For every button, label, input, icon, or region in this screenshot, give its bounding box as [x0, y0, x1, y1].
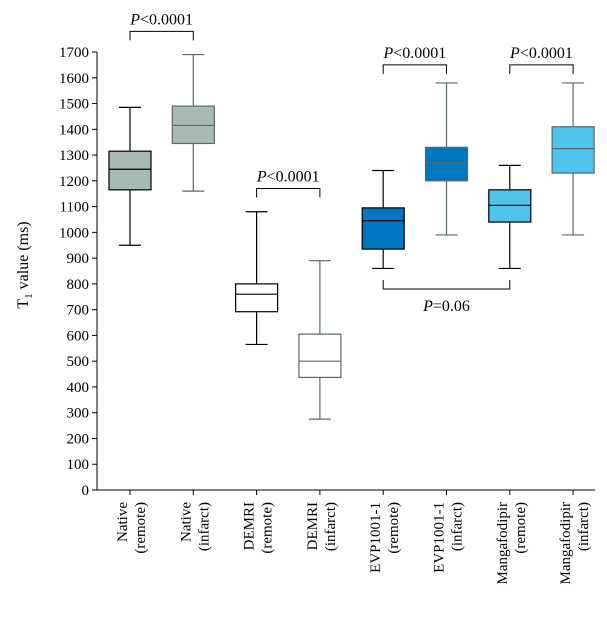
iqr-box: [551, 126, 595, 174]
x-category-label: EVP1001-1 (infarct): [432, 502, 466, 573]
iqr-box: [108, 150, 152, 191]
x-label-line2: (remote): [513, 502, 529, 554]
iqr-box: [424, 146, 469, 182]
p-value-label: P<0.0001: [382, 45, 446, 62]
significance-bracket: P<0.0001: [256, 169, 321, 198]
y-axis-title: T1 value (ms): [15, 221, 35, 308]
bracket-line: [382, 64, 447, 74]
boxes: [108, 53, 595, 420]
x-label-line2: (infarct): [450, 502, 466, 551]
x-category-label: Native (remote): [115, 502, 149, 554]
bracket-line: [382, 280, 511, 290]
axes: [96, 52, 596, 491]
box-6: [424, 82, 469, 236]
y-tick-label: 700: [67, 303, 90, 319]
x-label-line1: Native: [178, 502, 194, 542]
y-tick-label: 900: [67, 251, 90, 267]
x-label-line2: (remote): [386, 502, 402, 554]
p-value-label: P<0.0001: [129, 11, 193, 28]
significance-bracket: P<0.0001: [509, 45, 574, 74]
y-tick-label: 100: [67, 457, 90, 473]
y-tick-label: 300: [67, 406, 90, 422]
p-value-label: P<0.0001: [509, 45, 573, 62]
significance-annotations: P<0.0001 P<0.0001 P<0.0001 P<0.0001 P=0.06: [129, 11, 574, 315]
iqr-box: [488, 189, 532, 223]
box-7: [488, 164, 532, 270]
y-tick-label: 1500: [59, 97, 89, 113]
x-category-label: DEMRI (infarct): [305, 502, 339, 551]
y-tick-label: 0: [82, 483, 90, 499]
x-label-line1: Mangafodipir: [558, 502, 574, 584]
iqr-box: [298, 333, 342, 379]
iqr-box: [361, 207, 405, 250]
y-axis-ticks: 0 100 200 300 400 500 600 700 800 900 1000 1100 1200…: [59, 45, 97, 499]
y-tick-label: 600: [67, 328, 90, 344]
x-label-line1: EVP1001-1: [368, 502, 384, 573]
iqr-box: [171, 105, 215, 145]
y-tick-label: 200: [67, 431, 90, 447]
x-category-label: Native (infarct): [178, 502, 212, 551]
y-tick-label: 1600: [59, 71, 89, 87]
y-tick-label: 1400: [59, 122, 89, 138]
significance-bracket: P<0.0001: [129, 11, 194, 41]
y-tick-label: 1100: [60, 200, 89, 216]
x-label-line1: EVP1001-1: [432, 502, 448, 573]
x-label-line2: (infarct): [323, 502, 339, 551]
x-label-line1: DEMRI: [305, 502, 321, 550]
y-tick-label: 1200: [59, 174, 89, 190]
x-category-label: Mangafodipir (infarct): [558, 502, 592, 584]
x-category-label: DEMRI (remote): [242, 502, 276, 554]
box-3: [235, 211, 279, 346]
x-label-line2: (remote): [260, 502, 276, 554]
bracket-line: [129, 30, 194, 41]
p-value-label: P<0.0001: [256, 169, 320, 186]
x-label-line2: (infarct): [196, 502, 212, 551]
y-tick-label: 500: [67, 354, 90, 370]
y-tick-label: 1000: [59, 225, 89, 241]
box-1: [108, 106, 152, 246]
x-label-line2: (infarct): [576, 502, 592, 551]
x-label-line1: Native: [115, 502, 131, 542]
x-label-line1: Mangafodipir: [495, 502, 511, 584]
y-tick-label: 1300: [59, 148, 89, 164]
bracket-line: [256, 188, 321, 198]
significance-bracket: P<0.0001: [382, 45, 447, 74]
box-2: [171, 53, 215, 192]
x-category-label: EVP1001-1 (remote): [368, 502, 402, 573]
box-4: [298, 260, 342, 420]
y-tick-label: 800: [67, 277, 90, 293]
y-tick-label: 400: [67, 380, 90, 396]
box-8: [551, 82, 595, 236]
bracket-line: [509, 64, 574, 74]
x-category-label: Mangafodipir (remote): [495, 502, 529, 584]
p-value-label: P=0.06: [422, 298, 470, 315]
significance-bracket: P=0.06: [382, 280, 511, 315]
x-axis-labels: Native (remote) Native (infarct) DEMRI (remot…: [115, 490, 592, 584]
x-label-line2: (remote): [133, 502, 149, 554]
x-label-line1: DEMRI: [242, 502, 258, 550]
y-tick-label: 1700: [59, 45, 89, 61]
iqr-box: [235, 283, 279, 313]
box-5: [361, 169, 405, 270]
